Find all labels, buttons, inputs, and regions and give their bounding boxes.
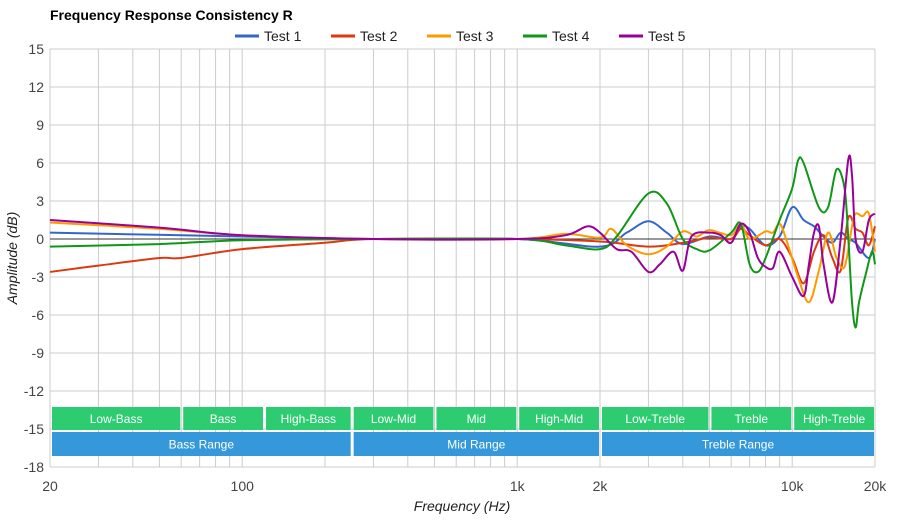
y-tick-label: -9 [32,345,45,361]
band-low-mid [353,407,434,430]
band-label: Low-Mid [371,412,416,426]
y-axis-label: Amplitude (dB) [4,212,20,306]
series-line-test-4 [49,156,876,329]
band-high-mid [519,407,599,430]
band-label: Low-Treble [625,412,685,426]
band-mid-range [353,432,599,456]
band-high-bass [265,407,351,430]
x-tick-label: 10k [781,478,805,494]
band-label: Bass Range [169,438,235,452]
x-tick-label: 2k [593,478,609,494]
band-mid [436,407,517,430]
y-tick-label: 9 [36,117,44,133]
x-tick-label: 1k [510,478,526,494]
y-tick-label: 0 [36,231,44,247]
y-tick-label: -18 [24,459,44,475]
x-axis-label: Frequency (Hz) [414,498,510,514]
band-label: High-Treble [803,412,866,426]
band-label: High-Mid [535,412,583,426]
band-treble [711,407,792,430]
band-label: Low-Bass [90,412,143,426]
band-bass [183,407,263,430]
y-tick-label: 15 [28,41,44,57]
band-label: Treble [735,412,769,426]
series-line-test-3 [49,210,876,304]
y-tick-label: -15 [24,421,44,437]
chart-title: Frequency Response Consistency R [50,7,293,23]
band-treble-range [602,432,874,456]
band-label: Mid Range [447,438,505,452]
y-tick-label: 6 [36,155,44,171]
band-label: Mid [467,412,486,426]
legend-label: Test 1 [264,28,302,44]
y-tick-label: -12 [24,383,44,399]
y-tick-label: 3 [36,193,44,209]
band-low-treble [602,407,709,430]
x-tick-label: 100 [231,478,255,494]
legend-label: Test 3 [456,28,494,44]
band-high-treble [794,407,874,430]
y-tick-label: -6 [32,307,45,323]
band-bass-range [52,432,351,456]
band-label: Treble Range [702,438,775,452]
band-label: Bass [210,412,237,426]
series-line-test-2 [49,214,876,285]
band-label: High-Bass [281,412,336,426]
y-tick-label: -3 [32,269,45,285]
legend-label: Test 4 [552,28,590,44]
band-low-bass [52,407,181,430]
x-tick-label: 20 [42,478,58,494]
y-tick-label: 12 [28,79,44,95]
x-tick-label: 20k [864,478,888,494]
series-line-test-1 [49,205,876,259]
series-line-test-5 [49,154,876,304]
legend-label: Test 5 [648,28,686,44]
legend-label: Test 2 [360,28,398,44]
